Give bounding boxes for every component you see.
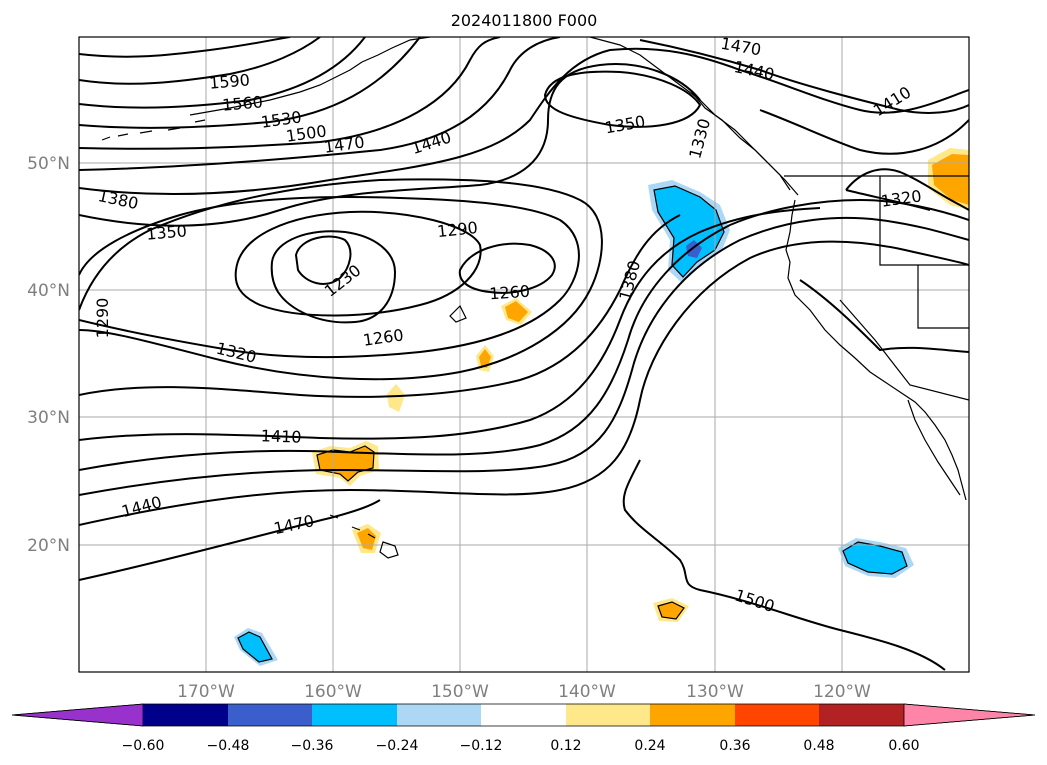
lon-label: 120°W: [813, 682, 871, 702]
contour-line: [234, 210, 482, 317]
latitude-labels: 50°N 40°N 30°N 20°N: [27, 154, 70, 556]
height-contours: [79, 37, 969, 671]
lon-label: 140°W: [558, 682, 616, 702]
colorbar-tick-label: 0.36: [719, 738, 750, 754]
contour-line: [270, 230, 397, 324]
contour-label: 1290: [436, 218, 478, 241]
colorbar-swatch: [397, 704, 481, 726]
colorbar-extend-left: [11, 703, 144, 727]
shade-orange: [479, 349, 491, 368]
contour-line: [639, 39, 969, 114]
contour-label: 1350: [145, 221, 187, 243]
map-frame: [78, 36, 970, 673]
colorbar: −0.60 −0.48 −0.36 −0.24 −0.12 0.12 0.24 …: [11, 703, 1036, 754]
contour-label: 1590: [208, 70, 250, 92]
contour-line: [79, 37, 421, 129]
lat-label: 50°N: [27, 154, 70, 174]
shade-outline: [653, 185, 725, 278]
colorbar-swatch: [312, 704, 397, 726]
colorbar-swatch: [143, 704, 228, 726]
contour-line: [622, 459, 946, 671]
colorbar-tick-label: 0.24: [634, 738, 665, 754]
alaska-coast: [189, 37, 431, 116]
colorbar-tick-label: 0.12: [550, 738, 581, 754]
shade-orange: [505, 301, 528, 322]
contour-line: [294, 235, 352, 285]
contour-line: [799, 279, 969, 353]
colorbar-swatch: [650, 704, 735, 726]
contour-line: [845, 168, 969, 211]
colorbar-swatch: [481, 704, 566, 726]
map-background: [79, 37, 969, 672]
contour-label: 1290: [93, 298, 112, 339]
contour-line: [79, 63, 701, 227]
contour-line: [79, 207, 821, 441]
contour-label: 1470: [719, 34, 762, 60]
colorbar-swatch: [819, 704, 904, 726]
small-island: [449, 304, 467, 323]
colorbar-swatch: [566, 704, 650, 726]
contour-label: 1560: [221, 92, 263, 114]
contour-line: [79, 37, 366, 109]
colorbar-tick-label: −0.36: [291, 738, 334, 754]
contour-line: [79, 214, 681, 398]
shade-outline: [657, 601, 685, 620]
contour-line: [759, 109, 969, 155]
colorbar-tick-label: 0.48: [803, 738, 834, 754]
contour-line: [458, 242, 556, 294]
us-west-coast: [785, 199, 967, 501]
baja-coast: [907, 399, 961, 496]
contour-line: [79, 37, 291, 58]
contour-line: [79, 37, 321, 85]
lon-label: 170°W: [177, 682, 235, 702]
colorbar-outline: [11, 703, 1036, 727]
bc-coast: [689, 89, 799, 196]
lon-label: 150°W: [431, 682, 489, 702]
contour-line: [79, 499, 381, 581]
aleutian-islands: [101, 119, 206, 141]
shade-outline: [237, 631, 273, 663]
shade-outline: [842, 541, 908, 575]
shade-yellow-halo: [387, 384, 405, 412]
shade-orange: [932, 154, 969, 205]
contour-line: [79, 178, 603, 381]
colorbar-tick-label: −0.12: [460, 738, 503, 754]
shade-blue: [238, 632, 272, 662]
colorbar-tick-label: 0.60: [888, 738, 919, 754]
colorbar-tick-label: −0.24: [376, 738, 419, 754]
colorbar-ticks: −0.60 −0.48 −0.36 −0.24 −0.12 0.12 0.24 …: [122, 738, 920, 754]
colorbar-tick-label: −0.48: [207, 738, 250, 754]
lat-label: 40°N: [27, 281, 70, 301]
contour-label: 1260: [489, 282, 531, 304]
contour-label: 1410: [261, 426, 302, 446]
contour-line: [79, 216, 969, 496]
lon-label: 130°W: [686, 682, 744, 702]
lon-label: 160°W: [304, 682, 362, 702]
longitude-labels: 170°W 160°W 150°W 140°W 130°W 120°W: [177, 682, 871, 702]
contour-line: [543, 70, 702, 128]
state-borders: [839, 176, 969, 401]
lat-label: 30°N: [27, 408, 70, 428]
map-title: 2024011800 F000: [451, 11, 598, 30]
colorbar-swatch: [735, 704, 819, 726]
colorbar-extend-right: [903, 703, 1036, 727]
contour-line: [79, 47, 969, 195]
lat-label: 20°N: [27, 536, 70, 556]
contour-line: [79, 198, 969, 471]
shade-blue: [654, 186, 724, 277]
map-panel: 1590 1560 1530 1500 1470 1440 1380 1350 …: [78, 34, 970, 673]
contour-line: [79, 240, 969, 526]
contour-line: [79, 37, 561, 171]
contour-line: [79, 37, 501, 150]
colorbar-swatch: [228, 704, 312, 726]
shade-orange: [658, 602, 684, 619]
colorbar-tick-label: −0.60: [122, 738, 165, 754]
shade-blue: [843, 542, 907, 574]
